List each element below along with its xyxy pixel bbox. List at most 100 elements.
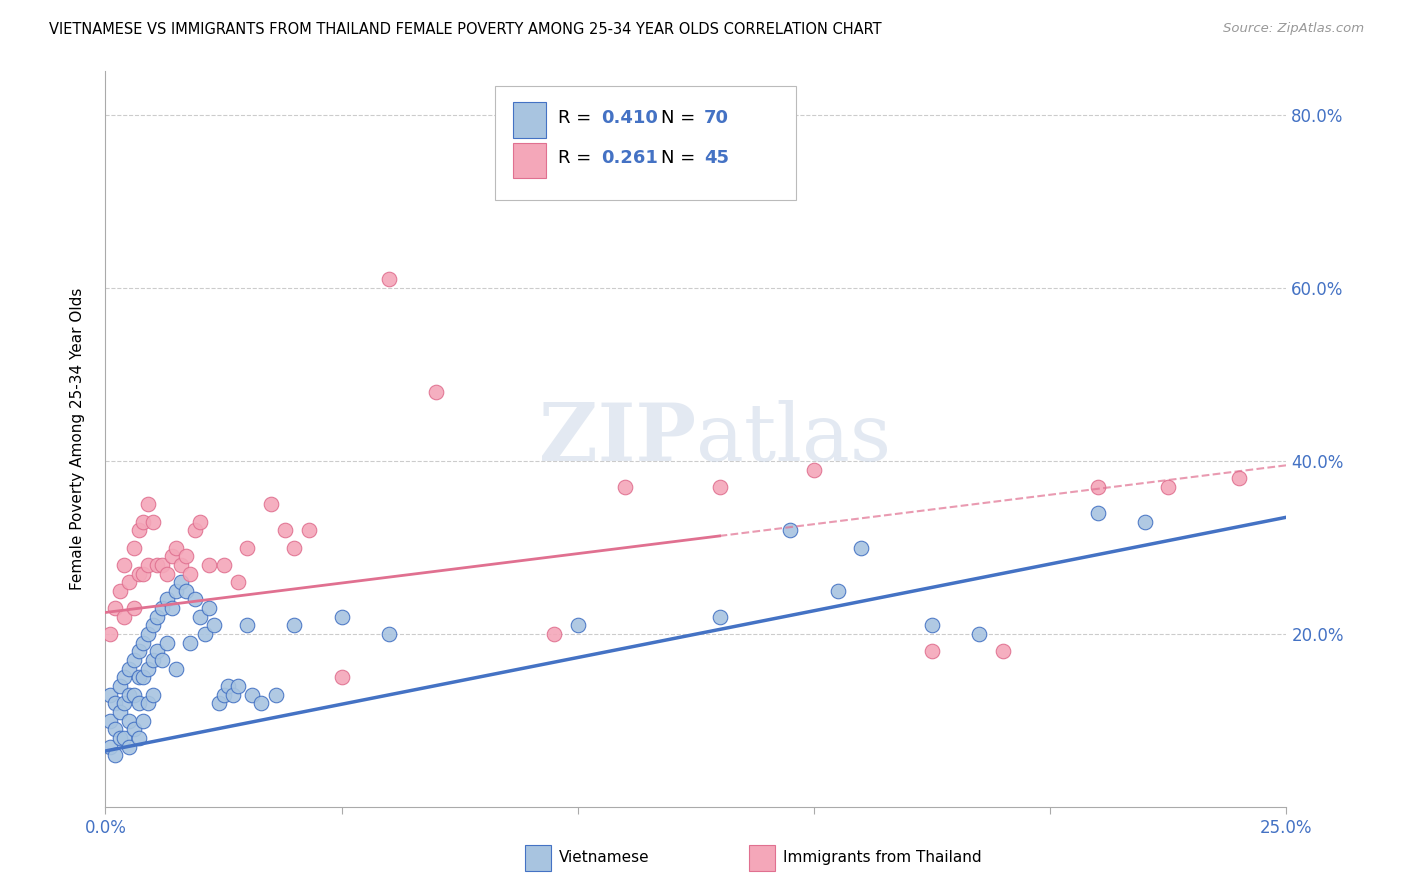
Point [188, 515, 211, 529]
Point [108, 679, 131, 693]
Point [104, 697, 127, 711]
Point [202, 618, 225, 632]
Point [122, 723, 145, 737]
Point [146, 609, 169, 624]
Text: VIETNAMESE VS IMMIGRANTS FROM THAILAND FEMALE POVERTY AMONG 25-34 YEAR OLDS CORR: VIETNAMESE VS IMMIGRANTS FROM THAILAND F… [49, 22, 882, 37]
Point [709, 609, 731, 624]
Bar [524, 845, 551, 871]
Point [330, 670, 353, 684]
Point [165, 583, 187, 598]
Point [174, 549, 197, 564]
Point [156, 636, 179, 650]
Point [194, 627, 217, 641]
Point [112, 731, 135, 745]
Point [330, 609, 353, 624]
Point [1087, 480, 1109, 494]
Point [378, 272, 401, 286]
Point [128, 523, 150, 537]
Point [165, 541, 187, 555]
Point [156, 592, 179, 607]
Point [132, 714, 155, 728]
Point [122, 653, 145, 667]
Bar [513, 143, 546, 178]
Point [104, 748, 127, 763]
Point [1133, 515, 1156, 529]
Text: 70: 70 [704, 109, 730, 127]
Text: Immigrants from Thailand: Immigrants from Thailand [783, 850, 981, 865]
Point [118, 739, 141, 754]
Point [136, 497, 159, 511]
Point [118, 662, 141, 676]
Point [709, 480, 731, 494]
Point [98, 714, 121, 728]
Text: N =: N = [661, 109, 700, 127]
Point [851, 541, 873, 555]
Point [122, 541, 145, 555]
Point [283, 618, 305, 632]
Point [160, 601, 183, 615]
Point [128, 644, 150, 658]
Point [112, 670, 135, 684]
Point [156, 566, 179, 581]
Point [827, 583, 849, 598]
Point [122, 688, 145, 702]
Point [297, 523, 319, 537]
Text: 45: 45 [704, 149, 730, 167]
Point [250, 697, 273, 711]
Point [132, 670, 155, 684]
Bar [749, 845, 775, 871]
Text: ZIP: ZIP [538, 401, 696, 478]
Point [184, 523, 207, 537]
Text: R =: R = [558, 149, 596, 167]
Point [118, 575, 141, 590]
Point [142, 618, 165, 632]
Point [991, 644, 1014, 658]
Point [128, 566, 150, 581]
Point [132, 636, 155, 650]
Point [222, 688, 245, 702]
Text: atlas: atlas [696, 401, 891, 478]
Point [104, 723, 127, 737]
Point [969, 627, 991, 641]
Point [108, 583, 131, 598]
Point [198, 601, 221, 615]
Point [98, 688, 121, 702]
Point [264, 688, 287, 702]
Text: 0.261: 0.261 [602, 149, 658, 167]
Point [1227, 471, 1250, 485]
Text: R =: R = [558, 109, 596, 127]
Point [212, 688, 235, 702]
Point [921, 618, 943, 632]
Point [567, 618, 589, 632]
Point [142, 515, 165, 529]
Point [188, 609, 211, 624]
Point [378, 627, 401, 641]
Point [240, 688, 263, 702]
Point [132, 566, 155, 581]
Point [112, 697, 135, 711]
Text: 0.410: 0.410 [602, 109, 658, 127]
Point [132, 515, 155, 529]
Point [226, 679, 249, 693]
Point [260, 497, 283, 511]
Point [543, 627, 565, 641]
Point [174, 583, 197, 598]
Y-axis label: Female Poverty Among 25-34 Year Olds: Female Poverty Among 25-34 Year Olds [70, 288, 84, 591]
Point [146, 644, 169, 658]
FancyBboxPatch shape [495, 87, 796, 200]
Point [146, 558, 169, 572]
Point [118, 714, 141, 728]
Text: Vietnamese: Vietnamese [560, 850, 650, 865]
Point [165, 662, 187, 676]
Point [150, 558, 173, 572]
Point [226, 575, 249, 590]
Point [208, 697, 231, 711]
Point [236, 541, 259, 555]
Point [184, 592, 207, 607]
Point [614, 480, 637, 494]
Point [179, 566, 201, 581]
Point [170, 558, 193, 572]
Point [921, 644, 943, 658]
Point [1157, 480, 1180, 494]
Point [128, 670, 150, 684]
